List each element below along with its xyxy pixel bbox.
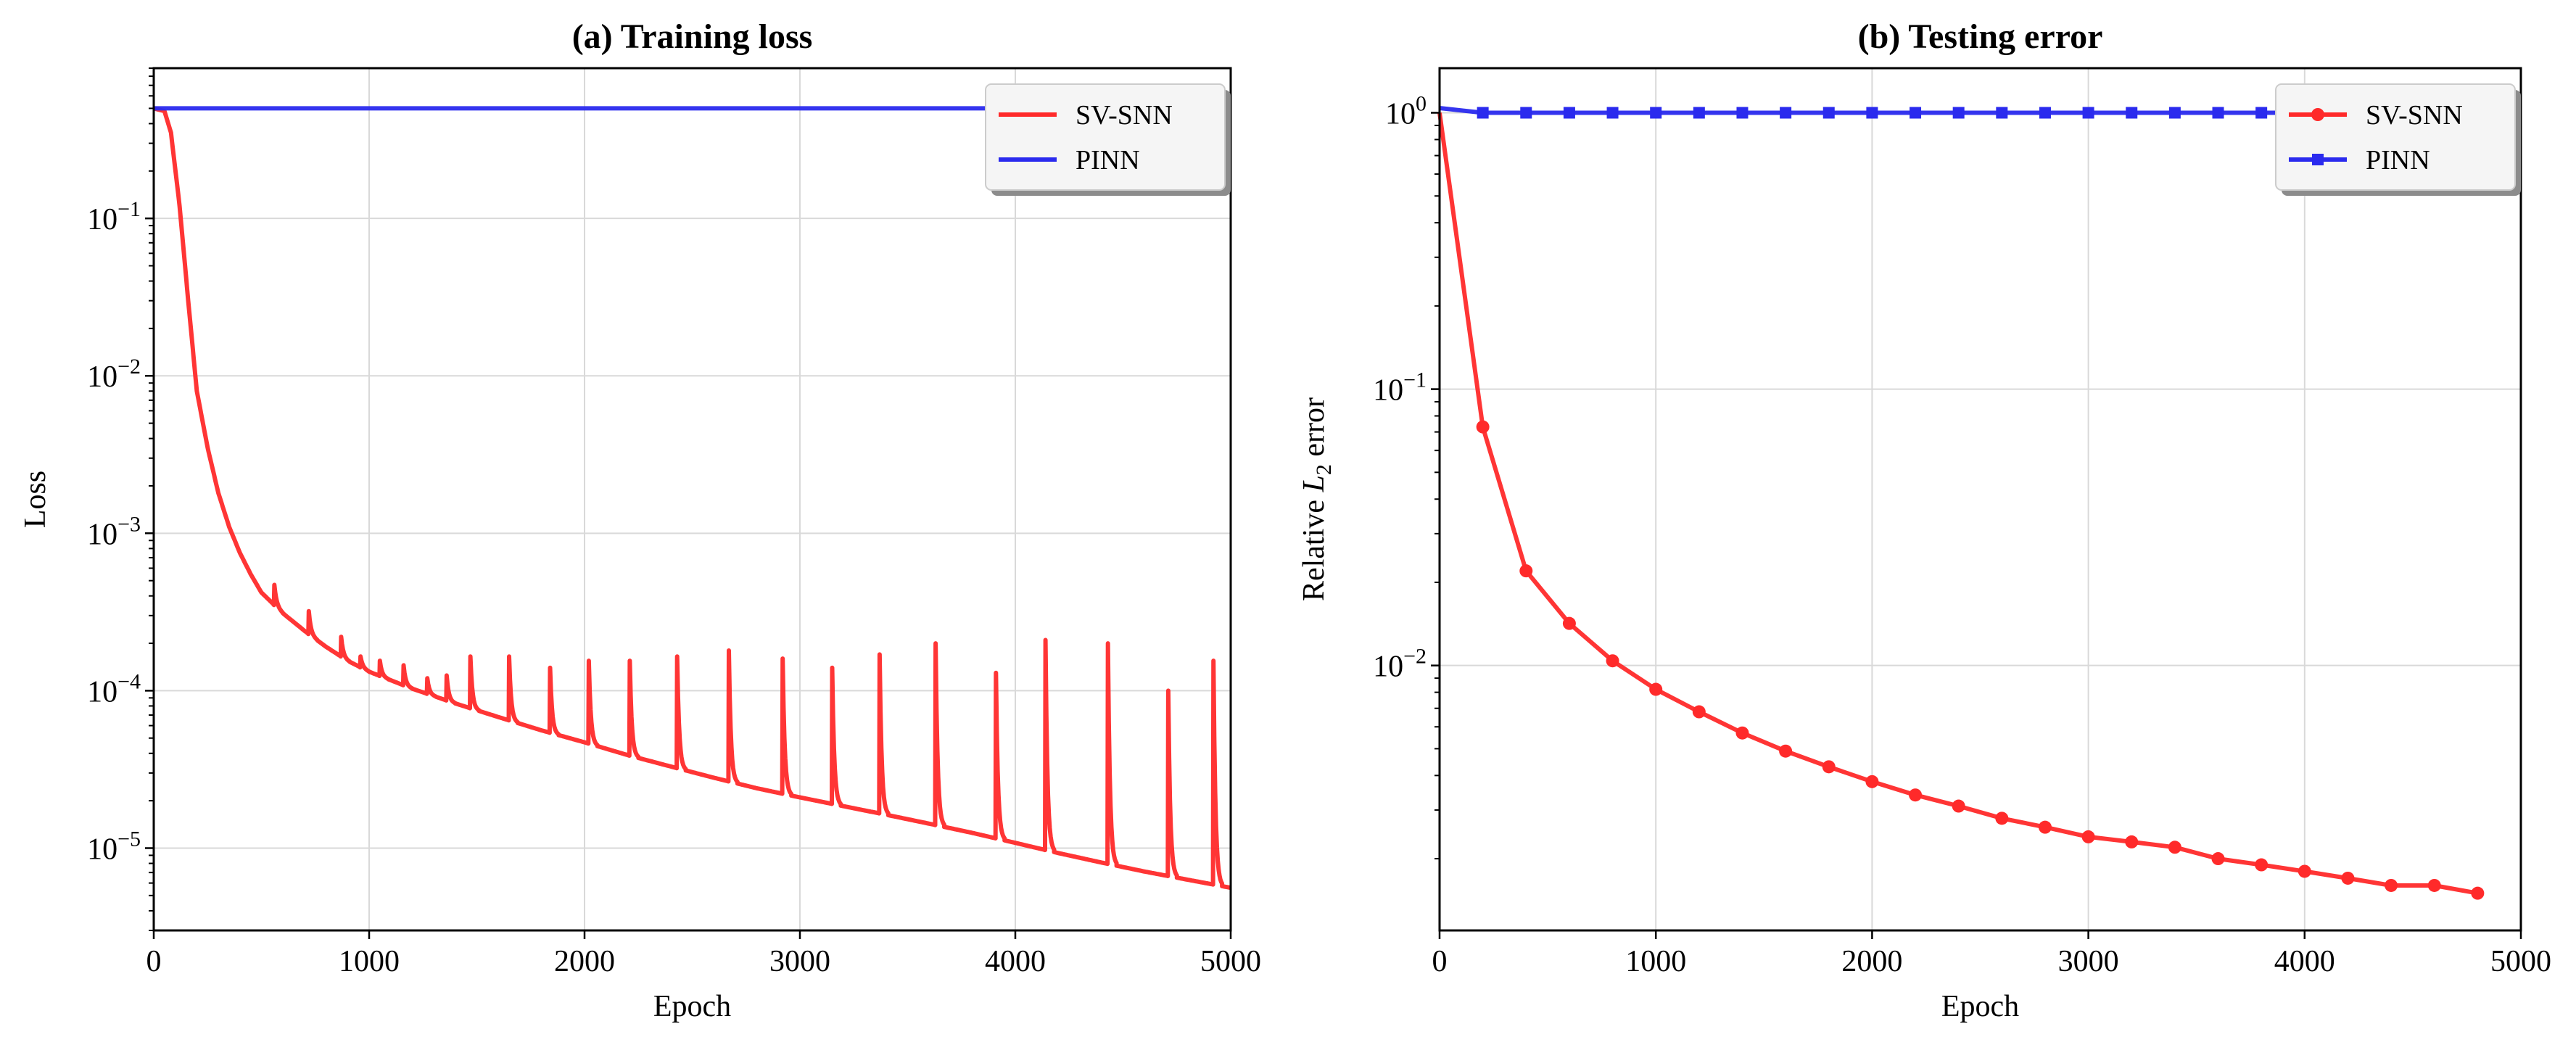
ylabel-var: L [1297, 475, 1331, 492]
legend-label-sv-snn: SV-SNN [1076, 100, 1173, 131]
point-sv-snn [2081, 830, 2095, 843]
point-sv-snn [1909, 788, 1923, 802]
point-pinn [1866, 107, 1878, 119]
panel-testing-error: 0 1000 2000 3000 4000 5000 100 10−1 10−2 (b) Tes… [1297, 17, 2551, 1023]
point-pinn [2126, 107, 2138, 119]
y-tick-label: 10−5 [87, 827, 141, 866]
point-pinn [1520, 107, 1532, 119]
point-pinn [1780, 107, 1792, 119]
x-tick-label: 1000 [1625, 945, 1686, 978]
point-sv-snn [1692, 705, 1706, 719]
ylabel-suffix: error [1297, 397, 1331, 464]
point-sv-snn [1649, 682, 1663, 696]
y-tick-label: 10−1 [1373, 368, 1427, 408]
grid-testing-error [1439, 68, 2522, 930]
legend-swatch-marker [2312, 154, 2324, 165]
series-testing-error [1437, 106, 2485, 900]
point-pinn [1650, 107, 1662, 119]
x-tick-label: 3000 [2058, 945, 2119, 978]
point-sv-snn [1519, 564, 1533, 578]
x-tick-label: 3000 [769, 945, 830, 978]
y-tick-label: 10−2 [1373, 645, 1427, 684]
y-tick-label: 10−2 [87, 355, 141, 394]
legend-training-loss: SV-SNN PINN [985, 83, 1231, 196]
point-sv-snn [1952, 799, 1965, 813]
xlabel-training-loss: Epoch [653, 990, 731, 1023]
x-tick-label: 0 [146, 945, 162, 978]
point-pinn [1910, 107, 1922, 119]
legend-label-pinn: PINN [1076, 145, 1140, 176]
point-sv-snn [2168, 841, 2181, 854]
point-pinn [2039, 107, 2051, 119]
title-testing-error: (b) Testing error [1858, 17, 2103, 56]
point-sv-snn [1476, 420, 1490, 434]
ylabel-prefix: Relative [1297, 492, 1331, 601]
grid-training-loss [153, 68, 1231, 930]
point-pinn [1952, 107, 1965, 119]
axes-frame-testing-error [1438, 67, 2522, 932]
point-sv-snn [2125, 835, 2139, 848]
legend-label-sv-snn: SV-SNN [2366, 100, 2463, 131]
point-pinn [2212, 107, 2224, 119]
axes-frame-training-loss [152, 67, 1232, 932]
point-sv-snn [2211, 852, 2225, 866]
legend-testing-error: SV-SNN PINN [2275, 83, 2521, 196]
point-pinn [1563, 107, 1575, 119]
line-sv-snn [1437, 112, 2478, 896]
y-tick-label: 100 [1385, 91, 1427, 131]
title-training-loss: (a) Training loss [572, 17, 813, 56]
ylabel-sub: 2 [1312, 464, 1336, 475]
x-tick-label: 2000 [1841, 945, 1902, 978]
point-sv-snn [2038, 820, 2052, 834]
line-sv-snn [154, 106, 1231, 891]
point-sv-snn [1779, 744, 1793, 758]
legend-box [2275, 83, 2516, 191]
y-tick-label: 10−1 [87, 197, 141, 236]
ticks-testing-error: 0 1000 2000 3000 4000 5000 100 10−1 10−2 [1373, 91, 2551, 978]
point-sv-snn [1995, 812, 2009, 825]
x-tick-label: 1000 [339, 945, 400, 978]
point-sv-snn [1562, 616, 1576, 630]
point-pinn [1736, 107, 1749, 119]
point-pinn [1822, 107, 1835, 119]
x-tick-label: 5000 [2490, 945, 2551, 978]
point-sv-snn [2298, 864, 2311, 878]
point-sv-snn [2385, 878, 2398, 892]
ylabel-testing-error: Relative L2 error [1297, 397, 1336, 601]
legend-label-pinn: PINN [2366, 145, 2430, 176]
series-training-loss [154, 106, 1231, 891]
x-tick-label: 0 [1432, 945, 1448, 978]
x-tick-label: 4000 [2274, 945, 2335, 978]
point-pinn [1477, 107, 1489, 119]
point-pinn [1606, 107, 1619, 119]
x-tick-label: 2000 [554, 945, 615, 978]
y-tick-label: 10−3 [87, 512, 141, 551]
panel-training-loss: 0 1000 2000 3000 4000 5000 10−1 10−2 10−3 10−4 10−… [19, 17, 1261, 1023]
point-sv-snn [1822, 760, 1836, 774]
point-sv-snn [1865, 775, 1879, 788]
legend-swatch-marker [2311, 108, 2324, 121]
x-tick-label: 5000 [1200, 945, 1261, 978]
point-sv-snn [2427, 878, 2441, 892]
point-pinn [1693, 107, 1705, 119]
x-tick-label: 4000 [985, 945, 1046, 978]
point-sv-snn [2255, 858, 2269, 872]
point-sv-snn [2341, 871, 2355, 885]
point-sv-snn [2471, 886, 2485, 900]
point-sv-snn [1735, 726, 1749, 740]
legend-box [985, 83, 1226, 191]
point-pinn [2082, 107, 2094, 119]
ticks-training-loss: 0 1000 2000 3000 4000 5000 10−1 10−2 10−3 10−4 10−… [87, 67, 1261, 978]
xlabel-testing-error: Epoch [1941, 990, 2019, 1023]
point-pinn [1996, 107, 2008, 119]
y-tick-label: 10−4 [87, 669, 141, 709]
point-pinn [2168, 107, 2181, 119]
point-sv-snn [1606, 654, 1619, 668]
ylabel-training-loss: Loss [19, 471, 52, 528]
point-pinn [2255, 107, 2268, 119]
